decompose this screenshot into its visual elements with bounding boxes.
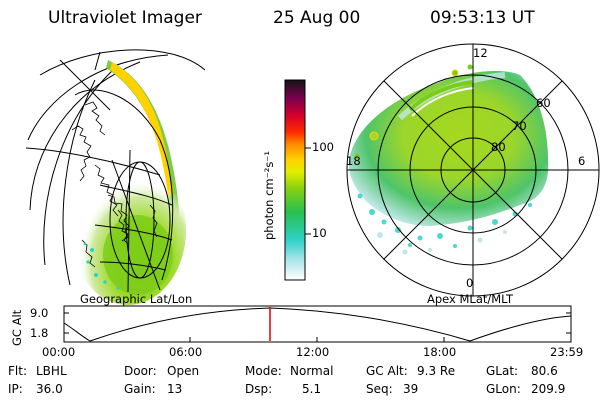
altitude-axis-title: GC Alt <box>10 309 24 346</box>
left-panel-caption: Geographic Lat/Lon <box>80 292 193 306</box>
aurora-oval <box>348 70 549 226</box>
mlt-line-diag <box>383 80 563 260</box>
status-seq-value: 39 <box>403 382 419 396</box>
parallel <box>99 184 173 206</box>
mlat-label-70: 70 <box>512 119 527 133</box>
graticule-line <box>94 51 101 71</box>
status-mode-label: Mode: <box>245 364 282 378</box>
status-glat-label: GLat: <box>486 364 519 378</box>
polar-view <box>346 43 600 297</box>
status-gcalt-value: 9.3 Re <box>417 364 456 378</box>
altitude-x-tick-1800: 18:00 <box>423 345 457 359</box>
graticule-line <box>43 67 116 266</box>
altitude-x-tick-1200: 12:00 <box>296 345 330 359</box>
graticule-line <box>62 79 96 286</box>
parallel <box>99 261 167 271</box>
mlt-label-12: 12 <box>473 46 488 60</box>
meridian <box>127 149 131 293</box>
colorbar-scale <box>284 79 306 281</box>
coastline <box>117 209 129 245</box>
earth-limb <box>74 89 174 281</box>
altitude-curve <box>63 307 572 342</box>
altitude-x-tick-0000: 00:00 <box>42 345 76 359</box>
status-door-label: Door: <box>124 364 157 378</box>
coastline <box>84 101 106 136</box>
mlt-label-18: 18 <box>346 154 361 168</box>
mlt-label-0: 0 <box>466 276 474 290</box>
graticule-line <box>59 59 111 111</box>
meridian <box>125 161 155 279</box>
status-gain-label: Gain: <box>124 382 156 396</box>
status-ip-label: IP: <box>8 382 23 396</box>
status-flt-label: Flt: <box>8 364 27 378</box>
colorbar-unit-label: photon cm⁻²s⁻¹ <box>262 151 276 240</box>
altitude-plot <box>63 305 572 343</box>
mlat-label-60: 60 <box>536 96 551 110</box>
status-door-value: Open <box>167 364 200 378</box>
graticule-line <box>27 54 169 141</box>
mlt-label-6: 6 <box>578 154 586 168</box>
coastline <box>71 125 92 182</box>
status-mode-value: Normal <box>290 364 334 378</box>
colorbar-tick-10: 10 <box>312 226 327 240</box>
mlat-label-80: 80 <box>491 140 506 154</box>
status-seq-label: Seq: <box>366 382 393 396</box>
altitude-y-tick-1-8: 1.8 <box>30 326 49 340</box>
status-gcalt-label: GC Alt: <box>366 364 408 378</box>
status-gain-value: 13 <box>167 382 183 396</box>
aurora-band-bright <box>110 62 172 196</box>
altitude-x-tick-0600: 06:00 <box>169 345 203 359</box>
altitude-x-tick-2359: 23:59 <box>550 345 584 359</box>
colorbar <box>284 79 311 281</box>
status-flt-value: LBHL <box>36 364 67 378</box>
status-dsp-label: Dsp: <box>245 382 273 396</box>
status-glon-label: GLon: <box>486 382 521 396</box>
graticule-line <box>39 49 206 76</box>
right-panel-caption: Apex MLat/MLT <box>427 292 514 306</box>
coastline <box>94 164 119 217</box>
meridian <box>111 159 161 291</box>
parallel <box>94 224 173 241</box>
time-label: 09:53:13 UT <box>430 8 535 28</box>
coastline <box>149 204 158 238</box>
status-ip-value: 36.0 <box>36 382 63 396</box>
status-glat-value: 80.6 <box>531 364 558 378</box>
status-glon-value: 209.9 <box>531 382 566 396</box>
instrument-title: Ultraviolet Imager <box>48 8 202 28</box>
altitude-y-tick-9: 9.0 <box>30 306 49 320</box>
colorbar-tick-100: 100 <box>312 140 334 154</box>
status-dsp-value: 5.1 <box>302 382 322 396</box>
auroral-arc <box>408 80 473 112</box>
date-label: 25 Aug 00 <box>273 8 361 28</box>
geographic-view <box>25 49 206 305</box>
